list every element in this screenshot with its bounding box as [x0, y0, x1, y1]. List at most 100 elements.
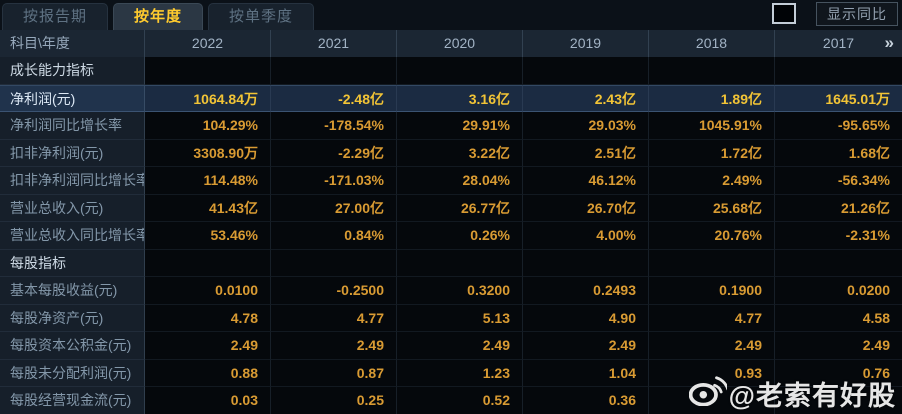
table-cell: 2.49 [775, 332, 902, 360]
table-cell: 0.52 [397, 387, 523, 414]
row-label: 每股资本公积金(元) [0, 332, 145, 360]
table-cell: 0.0100 [145, 277, 271, 305]
table-cell: -95.65% [775, 112, 902, 140]
table-cell: 0.2493 [523, 277, 649, 305]
table-cell: 2.49 [145, 332, 271, 360]
year-column-header: 2019 [523, 30, 649, 57]
table-cell [523, 57, 649, 85]
table-row: 基本每股收益(元) 0.0100 -0.2500 0.3200 0.2493 0.1900… [0, 277, 902, 305]
table-cell: 20.76% [649, 222, 775, 250]
row-label: 净利润(元) [0, 84, 145, 112]
table-row: 每股经营现金流(元) 0.03 0.25 0.52 0.36 [0, 387, 902, 414]
table-row: 扣非净利润(元) 3308.90万 -2.29亿 3.22亿 2.51亿 1.72亿 1.6… [0, 139, 902, 167]
table-cell: 4.58 [775, 304, 902, 332]
year-column-header: 2018 [649, 30, 775, 57]
table-cell: 0.0200 [775, 277, 902, 305]
section-row: 每股指标 [0, 249, 902, 277]
table-row: 扣非净利润同比增长率 114.48% -171.03% 28.04% 46.12% 2.4… [0, 167, 902, 195]
table-cell: 0.88 [145, 359, 271, 387]
table-row: 每股净资产(元) 4.78 4.77 5.13 4.90 4.77 4.58 [0, 304, 902, 332]
table-row: 每股未分配利润(元) 0.88 0.87 1.23 1.04 0.93 0.76 [0, 359, 902, 387]
table-cell: 4.77 [271, 304, 397, 332]
year-column-header: 2021 [271, 30, 397, 57]
table-cell: 2.51亿 [523, 139, 649, 167]
table-cell: 27.00亿 [271, 194, 397, 222]
table-cell [775, 57, 902, 85]
table-cell: 1.72亿 [649, 139, 775, 167]
table-row: 净利润同比增长率 104.29% -178.54% 29.91% 29.03% 1045.… [0, 112, 902, 140]
yoy-controls: 显示同比 [772, 0, 902, 30]
tab-by-single-quarter[interactable]: 按单季度 [208, 3, 315, 30]
table-cell: 0.1900 [649, 277, 775, 305]
table-cell: 1064.84万 [145, 84, 271, 112]
table-cell: 0.25 [271, 387, 397, 414]
table-cell: 1045.91% [649, 112, 775, 140]
table-cell [649, 57, 775, 85]
table-cell: 4.77 [649, 304, 775, 332]
table-cell [775, 249, 902, 277]
table-cell: 1645.01万 [775, 84, 902, 112]
row-label: 每股经营现金流(元) [0, 387, 145, 414]
table-cell: -171.03% [271, 167, 397, 195]
row-label: 每股指标 [0, 249, 145, 277]
table-cell [397, 57, 523, 85]
table-cell: 41.43亿 [145, 194, 271, 222]
table-cell: -178.54% [271, 112, 397, 140]
table-cell: 4.78 [145, 304, 271, 332]
tab-by-report-period[interactable]: 按报告期 [2, 3, 109, 30]
table-cell: 5.13 [397, 304, 523, 332]
table-cell: 2.49 [397, 332, 523, 360]
table-cell: 0.3200 [397, 277, 523, 305]
table-cell: 28.04% [397, 167, 523, 195]
row-label: 扣非净利润(元) [0, 139, 145, 167]
table-cell: 26.77亿 [397, 194, 523, 222]
year-column-header: 2017» [775, 30, 902, 57]
table-cell: 3.22亿 [397, 139, 523, 167]
table-cell: 104.29% [145, 112, 271, 140]
table-cell: -0.2500 [271, 277, 397, 305]
table-cell: 0.84% [271, 222, 397, 250]
table-cell: -2.31% [775, 222, 902, 250]
table-cell: 2.43亿 [523, 84, 649, 112]
table-cell: 1.68亿 [775, 139, 902, 167]
period-tabbar: 按报告期 按年度 按单季度 显示同比 [0, 0, 902, 30]
table-row: 净利润(元) 1064.84万 -2.48亿 3.16亿 2.43亿 1.89亿 1645.… [0, 84, 902, 112]
year-column-header: 2020 [397, 30, 523, 57]
table-cell: 0.93 [649, 359, 775, 387]
table-cell: 1.89亿 [649, 84, 775, 112]
table-cell: 4.90 [523, 304, 649, 332]
corner-header: 科目\年度 [0, 30, 145, 57]
tab-by-year[interactable]: 按年度 [113, 3, 204, 30]
table-cell: 2.49% [649, 167, 775, 195]
table-body: 成长能力指标 净利润(元) 1064.84万 -2.48亿 3.16亿 2.43亿 1.89… [0, 57, 902, 414]
table-cell: -2.29亿 [271, 139, 397, 167]
row-label: 营业总收入同比增长率 [0, 222, 145, 250]
table-cell: 0.76 [775, 359, 902, 387]
table-cell: 2.49 [523, 332, 649, 360]
year-column-header: 2022 [145, 30, 271, 57]
table-cell: 29.91% [397, 112, 523, 140]
row-label: 净利润同比增长率 [0, 112, 145, 140]
row-label: 扣非净利润同比增长率 [0, 167, 145, 195]
table-row: 营业总收入(元) 41.43亿 27.00亿 26.77亿 26.70亿 25.68亿 21… [0, 194, 902, 222]
table-cell: 26.70亿 [523, 194, 649, 222]
table-cell: 1.04 [523, 359, 649, 387]
show-yoy-checkbox[interactable] [772, 3, 796, 24]
table-cell: 0.03 [145, 387, 271, 414]
table-cell: 3.16亿 [397, 84, 523, 112]
table-cell: 4.00% [523, 222, 649, 250]
table-cell: 0.36 [523, 387, 649, 414]
table-header-row: 科目\年度 2022 2021 2020 2019 2018 2017» [0, 30, 902, 57]
row-label: 每股未分配利润(元) [0, 359, 145, 387]
show-yoy-label[interactable]: 显示同比 [816, 1, 898, 26]
more-years-chevron-icon[interactable]: » [884, 33, 894, 52]
row-label: 每股净资产(元) [0, 304, 145, 332]
table-cell: 25.68亿 [649, 194, 775, 222]
table-cell: 3308.90万 [145, 139, 271, 167]
table-cell [145, 249, 271, 277]
table-cell [397, 249, 523, 277]
table-cell [775, 387, 902, 414]
table-cell: -2.48亿 [271, 84, 397, 112]
table-cell [523, 249, 649, 277]
table-row: 营业总收入同比增长率 53.46% 0.84% 0.26% 4.00% 20.76% -2.… [0, 222, 902, 250]
